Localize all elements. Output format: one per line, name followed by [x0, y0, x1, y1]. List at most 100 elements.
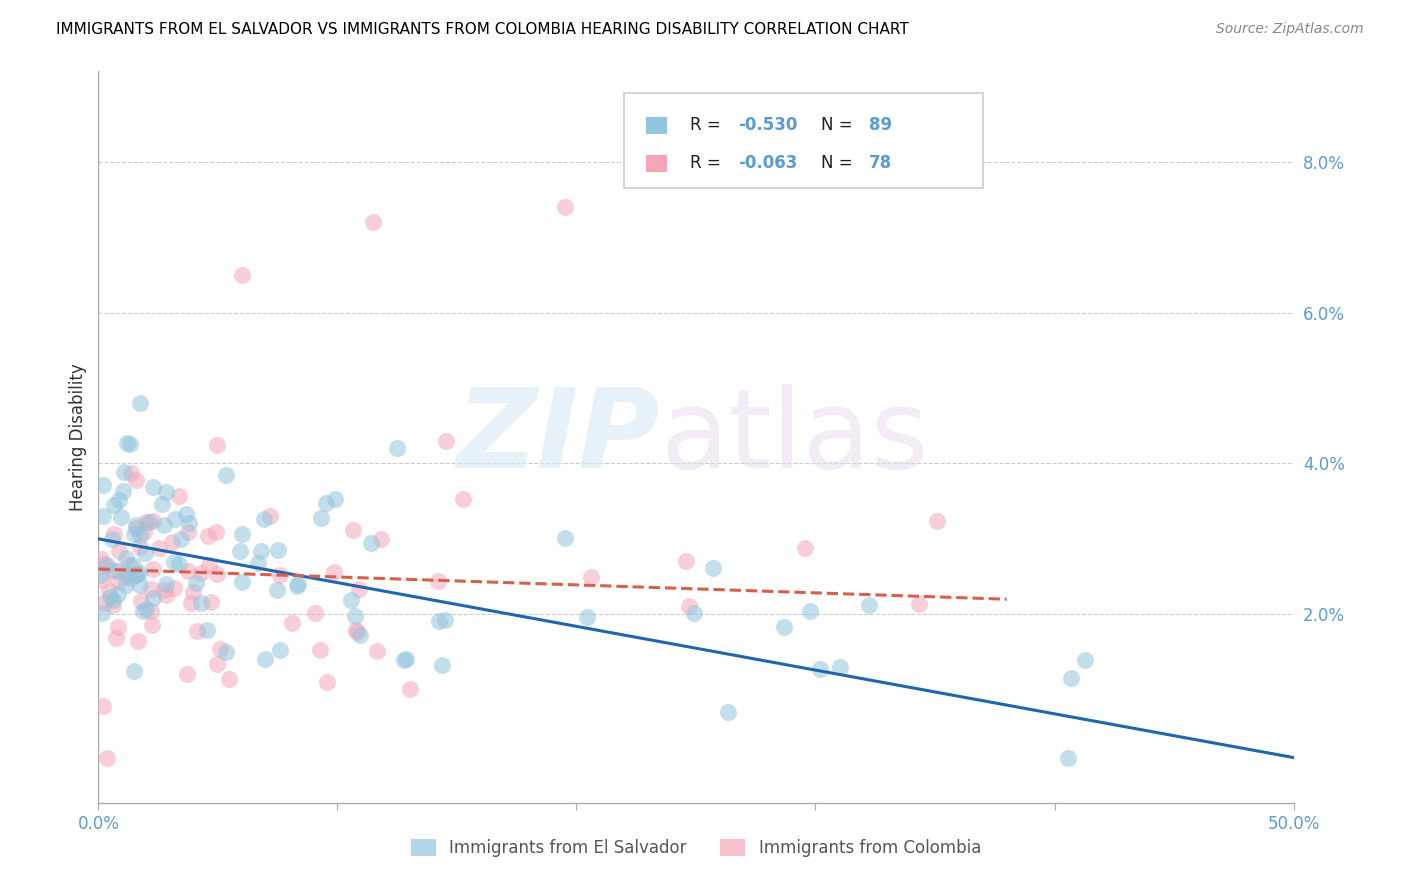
Point	[309, 510, 332, 524]
Point	[115, 569, 138, 583]
Point	[139, 604, 162, 618]
Point	[344, 608, 367, 623]
Point	[208, 641, 231, 656]
Point	[177, 565, 200, 579]
Point	[214, 645, 236, 659]
Text: Source: ZipAtlas.com: Source: ZipAtlas.com	[1216, 22, 1364, 37]
Point	[120, 571, 142, 585]
Text: 78: 78	[869, 153, 893, 172]
Point	[98, 590, 121, 604]
Point	[285, 579, 308, 593]
Point	[323, 491, 346, 506]
Point	[91, 606, 114, 620]
Point	[115, 566, 138, 581]
Point	[190, 596, 212, 610]
Point	[91, 508, 114, 523]
Point	[385, 442, 409, 456]
Point	[678, 599, 700, 613]
Point	[105, 564, 128, 578]
Point	[107, 574, 129, 589]
Point	[141, 618, 163, 632]
Point	[309, 642, 332, 657]
Legend: Immigrants from El Salvador, Immigrants from Colombia: Immigrants from El Salvador, Immigrants …	[405, 832, 987, 864]
Point	[148, 541, 170, 555]
Point	[124, 568, 146, 582]
Point	[322, 565, 344, 579]
Point	[176, 525, 198, 540]
Point	[155, 577, 177, 591]
Point	[142, 591, 165, 605]
Point	[163, 555, 186, 569]
Point	[131, 604, 153, 618]
Point	[165, 512, 187, 526]
Point	[91, 477, 114, 491]
Point	[96, 750, 118, 764]
Point	[190, 566, 212, 581]
Point	[342, 523, 364, 537]
Point	[181, 585, 204, 599]
Text: R =: R =	[690, 153, 725, 172]
Point	[200, 595, 222, 609]
Point	[176, 666, 198, 681]
Point	[399, 681, 422, 696]
Point	[925, 514, 948, 528]
FancyBboxPatch shape	[624, 94, 983, 188]
Text: -0.530: -0.530	[738, 116, 797, 134]
Point	[269, 568, 291, 582]
Point	[280, 616, 302, 631]
Point	[434, 434, 457, 448]
Point	[253, 511, 276, 525]
Point	[124, 665, 146, 679]
Point	[266, 582, 288, 597]
Text: N =: N =	[821, 116, 858, 134]
Point	[287, 577, 309, 591]
Point	[579, 569, 602, 583]
Point	[830, 660, 852, 674]
Point	[347, 582, 370, 596]
Point	[360, 536, 382, 550]
Point	[114, 550, 136, 565]
Point	[129, 578, 152, 592]
Point	[107, 620, 129, 634]
Point	[247, 557, 270, 571]
Point	[207, 567, 229, 582]
Point	[395, 652, 418, 666]
Point	[103, 526, 125, 541]
Point	[153, 582, 176, 597]
Point	[138, 515, 160, 529]
Point	[717, 705, 740, 719]
Point	[799, 604, 821, 618]
Point	[675, 554, 697, 568]
Point	[198, 558, 221, 573]
Point	[170, 532, 193, 546]
Point	[315, 496, 337, 510]
Point	[101, 598, 124, 612]
Text: atlas: atlas	[661, 384, 928, 491]
Point	[169, 489, 191, 503]
Point	[93, 699, 115, 714]
Point	[142, 480, 165, 494]
Point	[229, 543, 252, 558]
Point	[344, 623, 367, 637]
Point	[1057, 750, 1080, 764]
FancyBboxPatch shape	[645, 117, 668, 135]
Point	[346, 625, 368, 640]
Point	[250, 544, 273, 558]
Point	[174, 507, 197, 521]
Point	[142, 562, 165, 576]
Point	[135, 602, 157, 616]
Point	[153, 517, 176, 532]
Point	[155, 588, 177, 602]
Point	[427, 574, 450, 588]
Point	[186, 624, 208, 638]
Text: IMMIGRANTS FROM EL SALVADOR VS IMMIGRANTS FROM COLOMBIA HEARING DISABILITY CORRE: IMMIGRANTS FROM EL SALVADOR VS IMMIGRANT…	[56, 22, 910, 37]
Point	[107, 587, 129, 601]
Point	[152, 497, 174, 511]
Point	[195, 623, 218, 637]
Point	[304, 607, 326, 621]
Point	[259, 509, 281, 524]
Point	[107, 493, 129, 508]
Point	[96, 558, 118, 572]
Point	[127, 566, 149, 581]
Point	[167, 557, 190, 571]
